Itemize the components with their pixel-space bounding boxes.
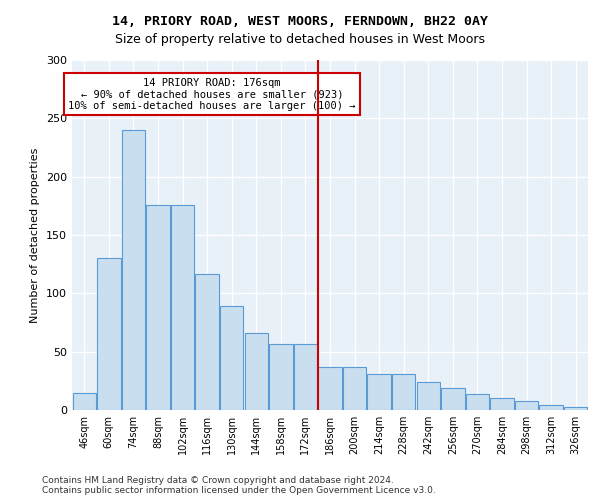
- Bar: [122, 130, 145, 410]
- Bar: [245, 333, 268, 410]
- Bar: [416, 382, 440, 410]
- Bar: [539, 406, 563, 410]
- Text: 14 PRIORY ROAD: 176sqm
← 90% of detached houses are smaller (923)
10% of semi-de: 14 PRIORY ROAD: 176sqm ← 90% of detached…: [68, 78, 356, 110]
- Bar: [441, 388, 464, 410]
- Bar: [97, 258, 121, 410]
- Bar: [196, 274, 219, 410]
- Bar: [294, 344, 317, 410]
- Bar: [319, 367, 341, 410]
- Bar: [146, 204, 170, 410]
- Bar: [367, 374, 391, 410]
- Y-axis label: Number of detached properties: Number of detached properties: [31, 148, 40, 322]
- Bar: [564, 406, 587, 410]
- Bar: [343, 367, 366, 410]
- Bar: [73, 392, 96, 410]
- Bar: [515, 400, 538, 410]
- Text: Contains HM Land Registry data © Crown copyright and database right 2024.: Contains HM Land Registry data © Crown c…: [42, 476, 394, 485]
- Bar: [392, 374, 415, 410]
- Bar: [490, 398, 514, 410]
- Bar: [171, 204, 194, 410]
- Text: Size of property relative to detached houses in West Moors: Size of property relative to detached ho…: [115, 32, 485, 46]
- Bar: [466, 394, 489, 410]
- Bar: [269, 344, 293, 410]
- Text: 14, PRIORY ROAD, WEST MOORS, FERNDOWN, BH22 0AY: 14, PRIORY ROAD, WEST MOORS, FERNDOWN, B…: [112, 15, 488, 28]
- Bar: [220, 306, 244, 410]
- Text: Contains public sector information licensed under the Open Government Licence v3: Contains public sector information licen…: [42, 486, 436, 495]
